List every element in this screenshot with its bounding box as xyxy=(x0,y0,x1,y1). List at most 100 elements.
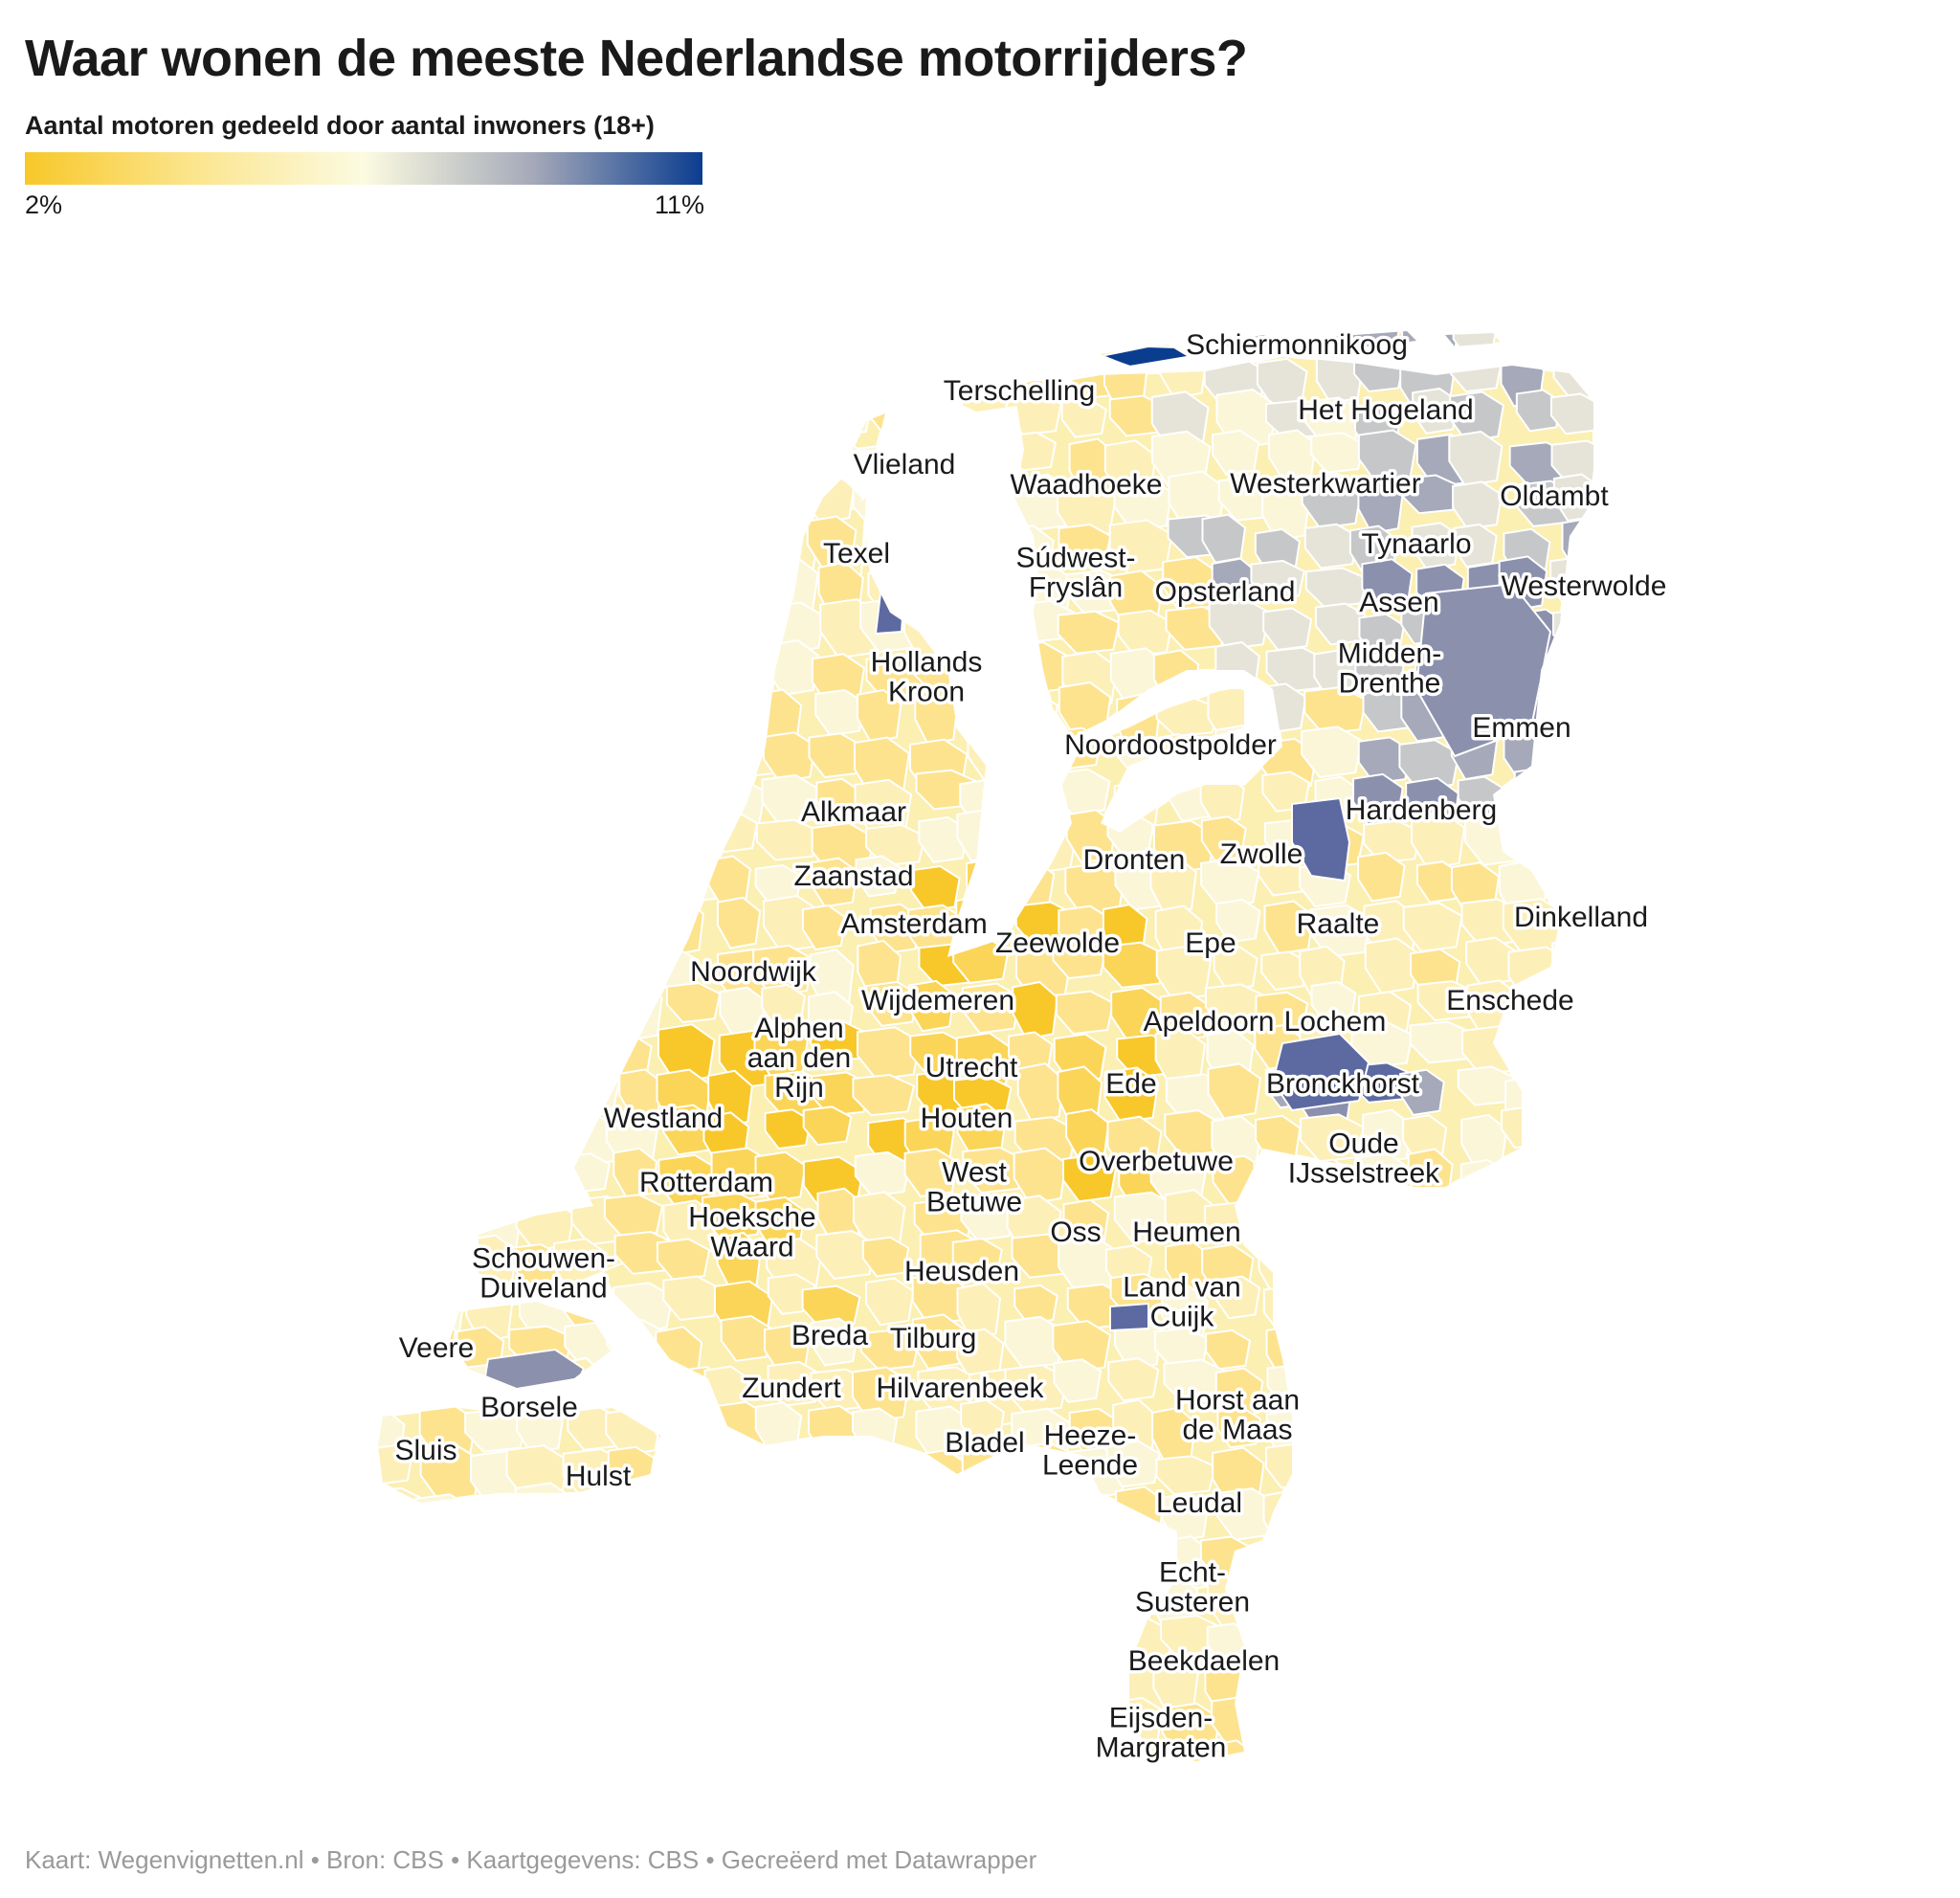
municipality-tile[interactable] xyxy=(617,525,677,569)
municipality-tile[interactable] xyxy=(716,896,762,949)
municipality-tile[interactable] xyxy=(1555,1359,1599,1400)
municipality-tile[interactable] xyxy=(664,308,730,357)
municipality-tile[interactable] xyxy=(910,865,961,912)
municipality-tile[interactable] xyxy=(368,1156,412,1203)
municipality-tile[interactable] xyxy=(817,311,876,359)
municipality-tile[interactable] xyxy=(568,1535,631,1588)
municipality-tile[interactable] xyxy=(663,569,722,627)
municipality-tile[interactable] xyxy=(366,1745,411,1788)
municipality-tile[interactable] xyxy=(512,606,568,655)
municipality-tile[interactable] xyxy=(1251,1704,1301,1753)
municipality-tile[interactable] xyxy=(1013,1574,1060,1621)
municipality-tile[interactable] xyxy=(1301,726,1363,779)
municipality-tile[interactable] xyxy=(561,1152,612,1194)
municipality-tile[interactable] xyxy=(517,770,574,832)
municipality-tile[interactable] xyxy=(1515,389,1562,433)
municipality-tile[interactable] xyxy=(757,1525,809,1566)
municipality-tile[interactable] xyxy=(1498,1325,1551,1383)
municipality-tile[interactable] xyxy=(510,1243,562,1285)
municipality-tile[interactable] xyxy=(364,1528,415,1575)
municipality-tile[interactable] xyxy=(858,1612,914,1663)
municipality-tile[interactable] xyxy=(1308,1190,1370,1245)
municipality-tile[interactable] xyxy=(657,1619,708,1664)
municipality-tile[interactable] xyxy=(556,440,605,497)
municipality-tile[interactable] xyxy=(1109,1302,1149,1332)
municipality-tile[interactable] xyxy=(516,735,581,790)
municipality-tile[interactable] xyxy=(511,816,558,876)
municipality-tile[interactable] xyxy=(1016,1062,1065,1124)
municipality-tile[interactable] xyxy=(952,567,998,614)
municipality-tile[interactable] xyxy=(1214,1367,1264,1418)
municipality-tile[interactable] xyxy=(1260,950,1309,992)
municipality-tile[interactable] xyxy=(1498,1613,1548,1671)
municipality-tile[interactable] xyxy=(1361,1404,1426,1449)
municipality-tile[interactable] xyxy=(768,1738,821,1779)
municipality-tile[interactable] xyxy=(406,345,453,394)
municipality-tile[interactable] xyxy=(1300,1569,1348,1622)
municipality-tile[interactable] xyxy=(455,351,500,408)
municipality-tile[interactable] xyxy=(1259,1194,1311,1249)
municipality-tile[interactable] xyxy=(1317,1488,1381,1535)
municipality-tile[interactable] xyxy=(1556,1274,1609,1319)
municipality-tile[interactable] xyxy=(456,640,503,684)
municipality-tile[interactable] xyxy=(555,305,621,347)
municipality-tile[interactable] xyxy=(757,1617,818,1665)
municipality-tile[interactable] xyxy=(1216,1407,1261,1449)
municipality-tile[interactable] xyxy=(1053,1358,1102,1403)
municipality-tile[interactable] xyxy=(1565,1411,1616,1469)
municipality-tile[interactable] xyxy=(1367,1365,1413,1417)
municipality-tile[interactable] xyxy=(1411,1692,1465,1749)
municipality-tile[interactable] xyxy=(364,312,412,361)
municipality-tile[interactable] xyxy=(1461,1576,1508,1628)
municipality-tile[interactable] xyxy=(1462,1530,1526,1584)
municipality-tile[interactable] xyxy=(610,1574,656,1624)
municipality-tile[interactable] xyxy=(603,906,653,962)
municipality-tile[interactable] xyxy=(1563,1619,1614,1680)
municipality-tile[interactable] xyxy=(1452,1654,1504,1706)
municipality-tile[interactable] xyxy=(659,1571,721,1629)
municipality-tile[interactable] xyxy=(1513,1537,1576,1579)
municipality-tile[interactable] xyxy=(362,474,425,535)
municipality-tile[interactable] xyxy=(1107,1537,1162,1594)
municipality-tile[interactable] xyxy=(855,1651,913,1692)
municipality-tile[interactable] xyxy=(1213,946,1258,992)
municipality-tile[interactable] xyxy=(1015,311,1066,356)
municipality-tile[interactable] xyxy=(704,473,755,525)
municipality-tile[interactable] xyxy=(1215,898,1261,944)
municipality-tile[interactable] xyxy=(969,1701,1013,1752)
municipality-tile[interactable] xyxy=(453,858,511,912)
municipality-tile[interactable] xyxy=(456,1537,514,1585)
municipality-tile[interactable] xyxy=(616,1610,669,1667)
municipality-tile[interactable] xyxy=(1509,1656,1558,1715)
municipality-tile[interactable] xyxy=(1516,1447,1566,1506)
municipality-tile[interactable] xyxy=(602,647,658,692)
municipality-tile[interactable] xyxy=(865,980,919,1027)
municipality-tile[interactable] xyxy=(1414,582,1552,758)
municipality-tile[interactable] xyxy=(1310,980,1357,1025)
municipality-tile[interactable] xyxy=(1357,1190,1421,1234)
municipality-tile[interactable] xyxy=(969,309,1024,358)
municipality-tile[interactable] xyxy=(1451,1705,1504,1747)
municipality-tile[interactable] xyxy=(553,1025,599,1067)
municipality-tile[interactable] xyxy=(1052,938,1107,980)
municipality-tile[interactable] xyxy=(802,1105,853,1147)
municipality-tile[interactable] xyxy=(957,1619,1020,1675)
municipality-tile[interactable] xyxy=(1259,1578,1319,1629)
municipality-tile[interactable] xyxy=(1460,1199,1505,1249)
municipality-tile[interactable] xyxy=(714,528,775,569)
municipality-tile[interactable] xyxy=(1358,613,1405,657)
municipality-tile[interactable] xyxy=(520,1742,565,1798)
municipality-tile[interactable] xyxy=(471,934,533,988)
municipality-tile[interactable] xyxy=(767,1574,816,1632)
municipality-tile[interactable] xyxy=(918,1574,972,1633)
municipality-tile[interactable] xyxy=(1308,1284,1370,1342)
municipality-tile[interactable] xyxy=(806,1489,857,1534)
municipality-tile[interactable] xyxy=(618,1068,663,1118)
municipality-tile[interactable] xyxy=(569,516,625,566)
municipality-tile[interactable] xyxy=(518,479,580,536)
municipality-tile[interactable] xyxy=(665,654,712,704)
municipality-tile[interactable] xyxy=(663,350,719,411)
municipality-tile[interactable] xyxy=(708,1704,771,1746)
municipality-tile[interactable] xyxy=(1449,391,1504,442)
municipality-tile[interactable] xyxy=(1205,1329,1252,1371)
